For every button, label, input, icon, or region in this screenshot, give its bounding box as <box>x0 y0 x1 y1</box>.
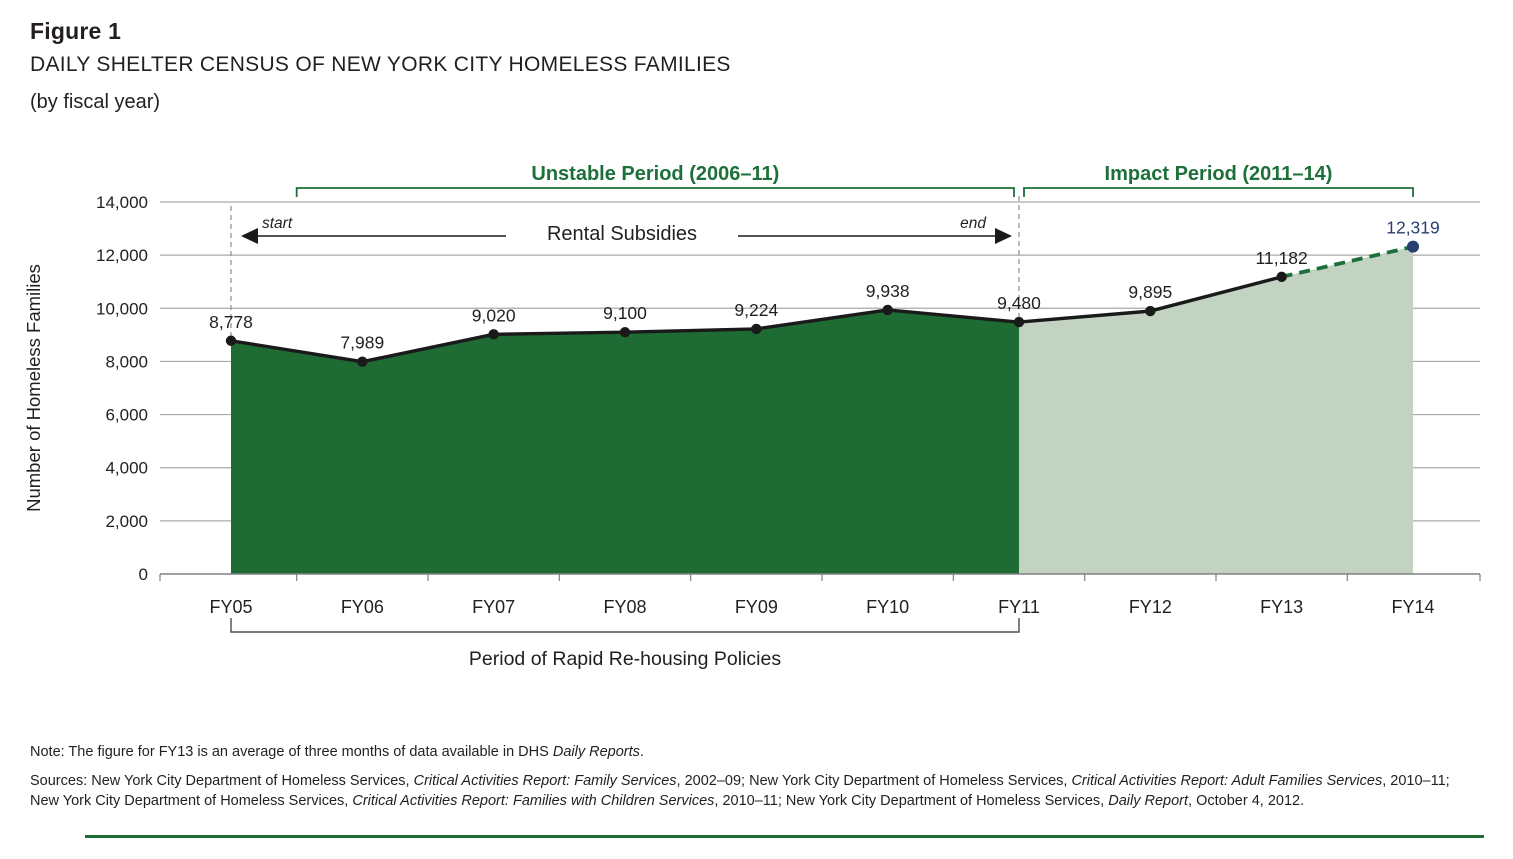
x-tick-label-FY10: FY10 <box>866 597 909 617</box>
area-impact <box>1019 246 1413 574</box>
text-segment: , October 4, 2012. <box>1188 793 1305 809</box>
area-unstable <box>231 309 1019 574</box>
value-label-FY10: 9,938 <box>866 281 910 301</box>
text-segment: , 2002–09; New York City Department of H… <box>676 773 1072 789</box>
y-tick-label: 14,000 <box>96 193 148 212</box>
x-tick-label-FY12: FY12 <box>1129 597 1172 617</box>
end-label: end <box>960 215 987 232</box>
rental-subsidies-label: Rental Subsidies <box>547 223 697 245</box>
text-segment: , 2010–11; New York City Department of H… <box>714 793 1109 809</box>
value-label-FY05: 8,778 <box>209 312 253 332</box>
data-point-FY12 <box>1145 305 1156 317</box>
chart-sources: Sources: New York City Department of Hom… <box>30 771 1493 811</box>
italic-text-segment: Daily Report <box>1108 793 1189 809</box>
data-point-FY05 <box>225 335 237 346</box>
data-point-FY07 <box>488 329 499 340</box>
x-tick-label-FY14: FY14 <box>1391 597 1434 617</box>
text-segment: Note: The figure for FY13 is an average … <box>30 744 553 760</box>
x-tick-label-FY08: FY08 <box>603 597 646 617</box>
data-point-FY06 <box>357 356 368 367</box>
value-label-FY13: 11,182 <box>1256 248 1308 268</box>
start-arrowhead-icon <box>241 228 258 244</box>
unstable-period-bracket <box>295 187 1015 197</box>
value-label-FY11: 9,480 <box>997 293 1041 313</box>
rapid-rehousing-bracket <box>230 618 1020 633</box>
italic-text-segment: Critical Activities Report: Family Servi… <box>413 773 677 789</box>
value-label-FY08: 9,100 <box>603 303 647 323</box>
bottom-rule <box>85 835 1484 838</box>
page-title: DAILY SHELTER CENSUS OF NEW YORK CITY HO… <box>30 53 731 76</box>
data-point-FY11 <box>1013 316 1025 328</box>
value-label-FY14: 12,319 <box>1386 218 1440 238</box>
y-tick-label: 10,000 <box>96 299 148 318</box>
value-label-FY06: 7,989 <box>340 333 384 353</box>
sources-line-2: New York City Department of Homeless Ser… <box>30 791 1493 811</box>
x-tick-label-FY05: FY05 <box>209 597 252 617</box>
y-tick-label: 6,000 <box>105 406 148 425</box>
chart-note: Note: The figure for FY13 is an average … <box>30 742 644 762</box>
x-tick-label-FY13: FY13 <box>1260 597 1303 617</box>
y-tick-label: 8,000 <box>105 352 148 371</box>
impact-period-bracket <box>1023 187 1414 197</box>
value-label-FY12: 9,895 <box>1128 282 1172 302</box>
data-point-FY13 <box>1276 271 1287 283</box>
x-tick-label-FY09: FY09 <box>735 597 778 617</box>
text-segment: . <box>639 744 644 760</box>
y-tick-label: 12,000 <box>96 246 148 265</box>
x-tick-label-FY11: FY11 <box>998 597 1040 617</box>
sources-line-1: Sources: New York City Department of Hom… <box>30 771 1493 791</box>
data-point-FY09 <box>751 323 762 335</box>
italic-text-segment: Daily Reports <box>552 744 640 760</box>
figure-subtitle: (by fiscal year) <box>30 91 161 113</box>
data-point-FY14 <box>1407 240 1419 253</box>
text-segment: New York City Department of Homeless Ser… <box>30 793 353 809</box>
end-arrowhead-icon <box>995 228 1012 244</box>
data-point-FY10 <box>882 304 893 316</box>
rapid-rehousing-label: Period of Rapid Re-housing Policies <box>469 648 781 670</box>
italic-text-segment: Critical Activities Report: Families wit… <box>352 793 715 809</box>
y-tick-label: 2,000 <box>105 512 148 531</box>
x-tick-label-FY06: FY06 <box>341 597 384 617</box>
y-tick-label: 0 <box>139 565 148 584</box>
projection-line <box>1281 244 1414 279</box>
impact-period-label: Impact Period (2011–14) <box>1105 163 1333 185</box>
start-label: start <box>262 215 293 232</box>
text-segment: Sources: New York City Department of Hom… <box>30 773 414 789</box>
unstable-period-label: Unstable Period (2006–11) <box>531 163 779 185</box>
data-point-FY08 <box>619 327 631 338</box>
italic-text-segment: Critical Activities Report: Adult Famili… <box>1071 773 1383 789</box>
figure-label: Figure 1 <box>30 18 122 44</box>
y-axis-title: Number of Homeless Families <box>23 264 44 512</box>
text-segment: , 2010–11; <box>1382 773 1450 789</box>
x-tick-label-FY07: FY07 <box>472 597 515 617</box>
value-label-FY07: 9,020 <box>472 305 516 325</box>
shelter-census-chart: 0 2,000 4,000 6,000 8,000 10,000 12,000 14,000 N… <box>23 163 1481 670</box>
y-tick-label: 4,000 <box>105 459 148 478</box>
value-label-FY09: 9,224 <box>734 300 778 320</box>
